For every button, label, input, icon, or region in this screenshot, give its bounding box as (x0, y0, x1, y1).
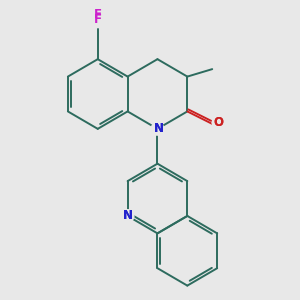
Text: O: O (213, 116, 224, 129)
Text: N: N (123, 209, 133, 222)
Circle shape (151, 122, 164, 136)
Text: N: N (154, 122, 164, 135)
Text: F: F (94, 8, 102, 21)
Circle shape (91, 14, 105, 28)
Text: N: N (154, 122, 164, 135)
Text: O: O (213, 116, 224, 129)
Circle shape (121, 209, 135, 223)
Circle shape (212, 116, 225, 130)
Text: F: F (94, 13, 102, 26)
Text: N: N (123, 209, 133, 222)
